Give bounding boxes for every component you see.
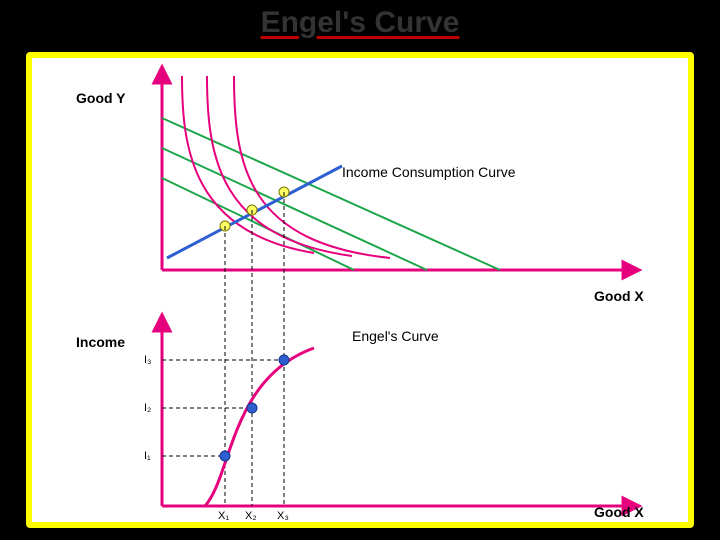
chart-panel: Good Y Good X Income Consumption Curve I… xyxy=(26,52,694,528)
icc-annotation: Income Consumption Curve xyxy=(342,164,516,180)
engel-annotation: Engel's Curve xyxy=(352,328,439,344)
diagram-svg xyxy=(32,58,688,522)
top-y-axis-label: Good Y xyxy=(76,90,126,106)
xtick-x3: X₃ xyxy=(277,510,289,522)
ytick-i1: I₁ xyxy=(144,450,151,462)
bottom-y-axis-label: Income xyxy=(76,334,125,350)
top-x-axis-label: Good X xyxy=(594,288,644,304)
bottom-x-axis-label: Good X xyxy=(594,504,644,520)
xtick-x2: X₂ xyxy=(245,510,257,522)
ytick-i2: I₂ xyxy=(144,402,151,414)
ytick-i3: I₃ xyxy=(144,354,152,366)
xtick-x1: X₁ xyxy=(218,510,229,522)
page-title: Engel's Curve xyxy=(0,6,720,40)
